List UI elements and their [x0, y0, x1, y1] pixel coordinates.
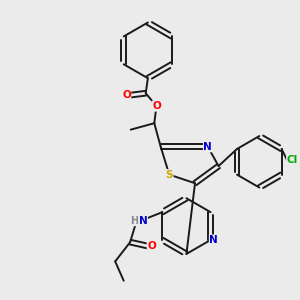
- Text: N: N: [203, 142, 212, 152]
- Text: S: S: [166, 169, 173, 180]
- Text: O: O: [147, 242, 156, 251]
- Text: O: O: [152, 101, 161, 111]
- Text: Cl: Cl: [286, 154, 298, 165]
- Text: N: N: [139, 216, 147, 226]
- Text: N: N: [209, 235, 218, 245]
- Text: O: O: [122, 90, 131, 100]
- Text: H: H: [130, 216, 139, 226]
